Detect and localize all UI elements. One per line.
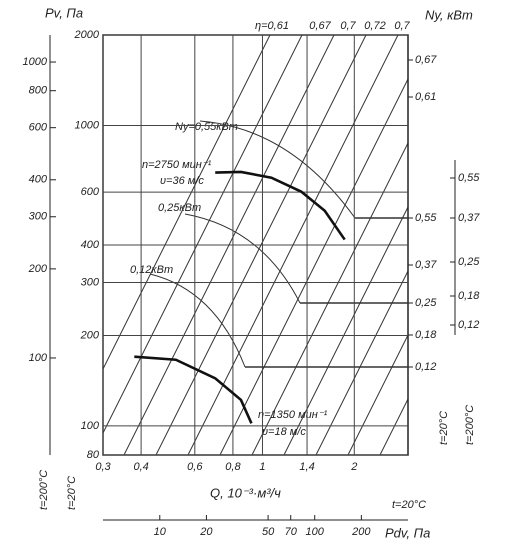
series-label: n=1350 мин⁻¹ (258, 409, 328, 421)
x-tick-label: 1 (259, 461, 265, 473)
y-tick-label: 100 (81, 420, 100, 432)
efficiency-label: 0,72 (364, 20, 385, 32)
power-curve (184, 213, 301, 304)
power-tick-label: 0,18 (415, 329, 437, 341)
efficiency-label: η=0,61 (255, 20, 289, 32)
y-tick-label: 2000 (74, 29, 100, 41)
x2-tick-label: 10 (154, 526, 167, 538)
series-label: n=2750 мин⁻¹ (142, 159, 212, 171)
efficiency-lines (103, 35, 408, 455)
x2-tick-label: 50 (262, 526, 275, 538)
y2-tick-label: 100 (29, 352, 48, 364)
left-note: t=200°C (38, 470, 50, 510)
series-speed: υ=18 м/с (262, 426, 306, 438)
diagonal-line (187, 35, 399, 455)
power-curve-label: 0,25кВт (158, 202, 201, 214)
diagonal-line (379, 397, 408, 455)
left-note: t=20°C (66, 476, 78, 510)
x-tick-label: 0,3 (95, 461, 111, 473)
y2-tick-label: 200 (28, 263, 48, 275)
x-tick-label: 0,8 (225, 461, 241, 473)
diagonal-line (123, 35, 335, 455)
x2-axis-title: Pdv, Па (385, 525, 430, 540)
y-tick-label: 300 (81, 276, 100, 288)
x-axis-title: Q, 10⁻³·м³/ч (210, 485, 281, 500)
diagonal-line (219, 77, 408, 455)
y2-tick-label: 600 (29, 122, 48, 134)
x2-tick-label: 200 (351, 526, 371, 538)
diagonal-line (315, 269, 408, 455)
power-tick-label: 0,25 (458, 256, 480, 268)
power-tick-label: 0,12 (458, 319, 479, 331)
x2-tick-label: 100 (306, 526, 325, 538)
power-curve (149, 273, 246, 368)
y-axis-title: Pv, Па (45, 5, 83, 20)
power-axis-title: Ny, кВт (425, 7, 473, 22)
power-curve-label: Ny=0,55кВт (175, 121, 238, 133)
diagonal-line (283, 205, 408, 455)
x-tick-label: 2 (350, 461, 357, 473)
x2-tick-label: 70 (285, 526, 298, 538)
diagonal-line (347, 333, 408, 455)
y2-tick-label: 400 (29, 174, 48, 186)
y-tick-label: 400 (81, 239, 100, 251)
diagonal-line (103, 35, 271, 371)
x-tick-label: 1,4 (299, 461, 314, 473)
power-tick-label: 0,25 (415, 297, 437, 309)
fan-curve (215, 170, 346, 241)
right-note: t=200°C (464, 405, 476, 445)
diagonal-line (251, 141, 408, 455)
x-tick-label: 0,6 (187, 461, 203, 473)
power-tick-label: 0,55 (458, 172, 480, 184)
efficiency-label: 0,7 (394, 20, 410, 32)
y-tick-label: 200 (80, 329, 100, 341)
power-curve (199, 120, 356, 219)
y-tick-label: 1000 (75, 119, 100, 131)
power-tick-label: 0,67 (415, 54, 437, 66)
efficiency-label: 0,67 (309, 20, 331, 32)
x-tick-label: 0,4 (133, 461, 148, 473)
y2-tick-label: 1000 (23, 56, 48, 68)
power-tick-label: 0,12 (415, 361, 436, 373)
power-tick-label: 0,55 (415, 212, 437, 224)
power-tick-label: 0,37 (458, 212, 480, 224)
efficiency-label: 0,7 (340, 20, 356, 32)
diagonal-line (155, 35, 367, 455)
power-tick-label: 0,61 (415, 91, 436, 103)
right-note: t=20°C (438, 411, 450, 445)
y-tick-label: 600 (81, 186, 100, 198)
y-tick-label: 80 (87, 449, 100, 461)
y2-tick-label: 300 (29, 211, 48, 223)
x2-note: t=20°C (392, 499, 426, 511)
x2-tick-label: 20 (199, 526, 213, 538)
fan-curve (134, 355, 253, 424)
series-speed: υ=36 м/с (160, 175, 204, 187)
y2-tick-label: 800 (29, 85, 48, 97)
power-tick-label: 0,18 (458, 290, 480, 302)
diagonal-line (103, 35, 303, 435)
power-tick-label: 0,37 (415, 259, 437, 271)
